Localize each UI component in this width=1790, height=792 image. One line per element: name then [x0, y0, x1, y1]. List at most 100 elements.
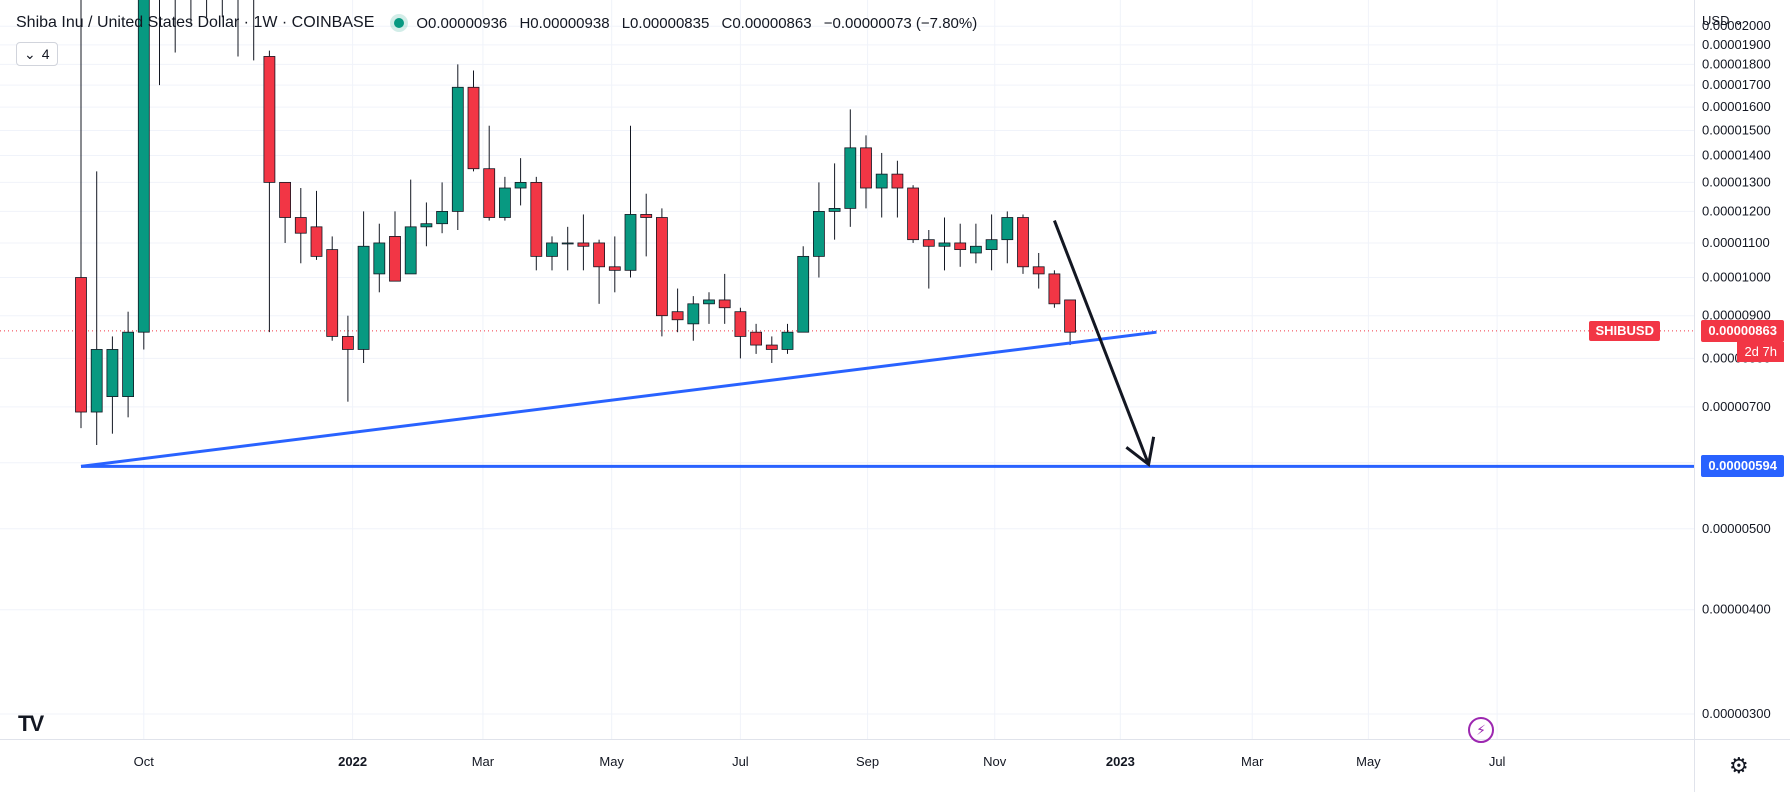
candle: [1032, 252, 1045, 289]
candle: [221, 0, 223, 18]
time-tick-label: Nov: [983, 754, 1007, 769]
candle: [703, 292, 715, 324]
candle: [420, 202, 433, 247]
down-arrow-head: [1125, 436, 1156, 468]
time-tick-label: May: [599, 754, 624, 769]
currency-label: USD: [1702, 13, 1730, 28]
low-value: L0.00000835: [621, 14, 710, 32]
price-axis-separator: [1694, 0, 1695, 792]
candle: [577, 214, 590, 271]
candle: [389, 211, 401, 282]
candle-body: [640, 214, 653, 218]
candle-body: [373, 242, 386, 275]
candle-body: [687, 303, 700, 325]
candle: [159, 0, 160, 86]
time-tick-label: Mar: [472, 754, 495, 769]
candle-body: [750, 331, 762, 346]
candle-body: [954, 242, 967, 251]
time-tick-label: Oct: [134, 754, 155, 769]
candle: [436, 182, 449, 234]
candle: [90, 171, 103, 446]
collapse-count: 4: [41, 46, 50, 62]
ascending-trendline: [80, 330, 1157, 468]
gear-icon[interactable]: ⚙: [1729, 753, 1749, 778]
candle: [687, 296, 700, 341]
symbol-price-tag: SHIBUSD: [1589, 320, 1660, 341]
candle: [813, 182, 825, 278]
candle-body: [294, 217, 307, 234]
price-tick-label: 0.00001600: [1702, 99, 1771, 114]
price-tick-label: 0.00001500: [1702, 123, 1771, 138]
candle: [860, 135, 872, 209]
candle: [310, 190, 323, 260]
ohlc-values: O0.00000936 H0.00000938 L0.00000835 C0.0…: [416, 15, 985, 32]
candle: [122, 311, 134, 418]
candle-body: [310, 226, 323, 257]
candle-body: [608, 266, 621, 271]
candle: [970, 223, 982, 264]
candle: [828, 163, 841, 240]
candle-body: [907, 187, 919, 241]
candle-body: [765, 344, 778, 350]
candle: [718, 273, 731, 324]
candle-body: [1032, 266, 1045, 275]
candle-body: [844, 147, 857, 209]
price-tick-label: 0.00001200: [1702, 203, 1771, 218]
candle: [137, 0, 150, 350]
candle-body: [985, 239, 998, 251]
drawings: [80, 220, 1694, 468]
candle-body: [922, 239, 935, 247]
candle: [237, 0, 239, 57]
candle: [765, 336, 778, 363]
candle: [781, 323, 794, 354]
candle-body: [875, 173, 888, 189]
candle-body: [734, 311, 747, 337]
down-arrow-shaft: [1053, 220, 1150, 465]
price-tick-label: 0.00000300: [1702, 706, 1771, 721]
high-value: H0.00000938: [519, 14, 610, 32]
candle-body: [718, 299, 731, 309]
candle-body: [279, 181, 292, 218]
tradingview-logo[interactable]: TV: [18, 711, 44, 736]
candle-body: [122, 331, 134, 398]
candle: [922, 230, 935, 289]
currency-selector[interactable]: USD ⌄: [1702, 13, 1744, 29]
candles: [75, 0, 1076, 446]
candle: [467, 70, 480, 172]
candle: [985, 214, 998, 271]
candle: [954, 223, 967, 267]
indicators-collapse-button[interactable]: ⌄ 4: [16, 42, 58, 66]
candle-body: [498, 187, 511, 218]
candle: [875, 152, 888, 218]
candle: [1017, 214, 1029, 274]
lightning-icon[interactable]: ⚡: [1468, 717, 1494, 743]
candle-body: [326, 249, 339, 337]
price-tick-label: 0.00001700: [1702, 77, 1771, 92]
candle: [891, 160, 904, 218]
candle: [671, 288, 684, 333]
time-tick-label: 2022: [338, 754, 367, 769]
candle: [75, 0, 87, 429]
candle-body: [451, 86, 464, 212]
candle: [797, 246, 810, 333]
candle-body: [813, 211, 825, 257]
price-tick-label: 0.00001100: [1702, 235, 1770, 250]
price-tick-label: 0.00001000: [1702, 270, 1771, 285]
price-tick-label: 0.00001900: [1702, 37, 1771, 52]
candle-body: [828, 208, 841, 212]
candle-body: [561, 242, 574, 245]
time-axis: Oct 2022 Mar May Jul Sep Nov 2023 Mar May Jul: [134, 754, 1506, 769]
candle: [561, 226, 574, 271]
candle-body: [656, 217, 668, 317]
close-value: C0.00000863: [721, 14, 812, 32]
candle: [106, 336, 119, 434]
candle-body: [420, 223, 433, 228]
candle-body: [1001, 217, 1014, 241]
candle: [1001, 211, 1014, 264]
horizontal-level-label: 0.00000594: [1701, 455, 1784, 478]
candle: [938, 217, 951, 271]
symbol-title[interactable]: Shiba Inu / United States Dollar · 1W · …: [16, 14, 375, 31]
candle: [404, 179, 417, 275]
price-tick-label: 0.00001800: [1702, 56, 1771, 71]
